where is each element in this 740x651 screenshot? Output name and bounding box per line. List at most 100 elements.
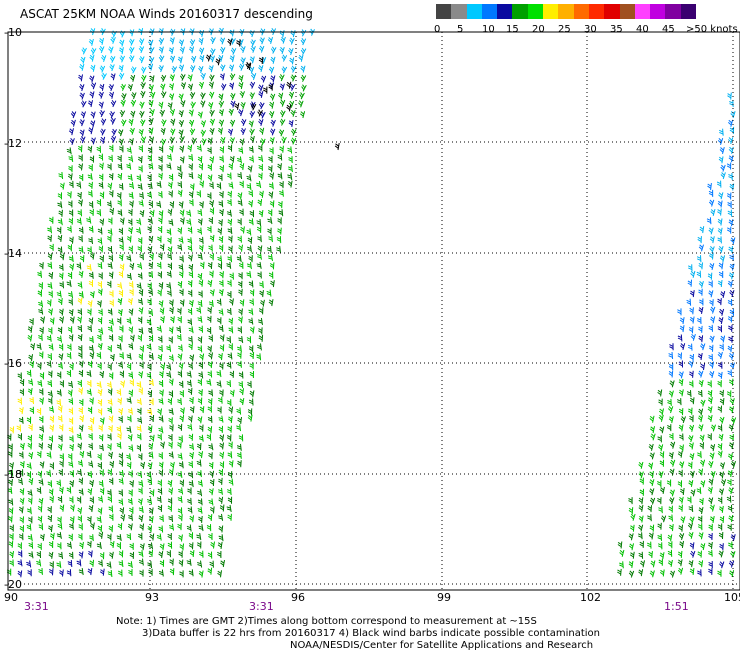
wind-barb <box>729 433 734 442</box>
wind-barb <box>178 39 185 47</box>
wind-barb <box>137 245 142 253</box>
wind-barb <box>148 353 154 361</box>
wind-barb <box>147 191 152 199</box>
wind-barb <box>87 516 92 524</box>
wind-barb <box>159 109 165 117</box>
colorbar-swatch <box>558 4 575 19</box>
wind-barb <box>168 336 173 344</box>
wind-barb <box>186 558 192 566</box>
wind-barb <box>9 462 14 470</box>
wind-barb <box>36 407 42 415</box>
wind-barb <box>128 38 135 46</box>
wind-barb <box>207 415 213 423</box>
wind-barb <box>157 235 162 243</box>
wind-barb <box>198 290 203 298</box>
wind-barb <box>188 532 193 540</box>
wind-barb <box>301 84 307 92</box>
wind-barb <box>149 75 155 83</box>
wind-barb <box>68 380 73 389</box>
wind-barb <box>128 46 135 54</box>
wind-barb <box>218 534 224 542</box>
wind-barb <box>99 371 104 379</box>
wind-barb <box>200 92 206 100</box>
wind-barb <box>79 415 84 423</box>
wind-barb <box>99 417 105 425</box>
wind-barb <box>108 271 114 279</box>
wind-barb <box>246 182 252 191</box>
wind-barb <box>77 297 83 305</box>
wind-barb <box>281 54 288 62</box>
wind-barb <box>178 93 184 101</box>
wind-barb <box>188 335 193 344</box>
wind-barb <box>90 47 97 55</box>
wind-barb <box>717 138 724 145</box>
wind-barb <box>168 514 173 523</box>
wind-barb <box>300 65 306 73</box>
wind-barb <box>78 568 84 576</box>
wind-barb <box>148 200 153 208</box>
colorbar-swatch <box>588 4 605 19</box>
wind-barb <box>727 345 733 353</box>
wind-barb <box>158 469 164 477</box>
wind-barb <box>169 558 174 566</box>
wind-barb <box>157 487 163 495</box>
wind-barb <box>49 216 54 224</box>
wind-barb <box>58 171 64 180</box>
wind-barb <box>140 66 147 74</box>
wind-barb <box>89 559 94 567</box>
wind-barb <box>200 100 206 108</box>
wind-barb <box>76 262 82 270</box>
wind-barb <box>128 218 133 226</box>
wind-barb <box>117 154 122 163</box>
wind-barb <box>209 181 214 189</box>
wind-barb <box>246 270 252 278</box>
wind-barb <box>30 343 35 351</box>
wind-barb <box>290 109 296 117</box>
wind-barb <box>138 128 144 137</box>
wind-barb <box>226 361 232 369</box>
wind-barb <box>178 236 184 244</box>
wind-barb <box>88 201 94 209</box>
wind-barb <box>37 515 43 523</box>
wind-barb <box>17 550 23 558</box>
wind-barb <box>707 396 713 404</box>
wind-barb <box>678 389 684 397</box>
wind-barb <box>28 516 33 524</box>
wind-barb <box>688 505 694 513</box>
wind-barb <box>148 39 154 47</box>
wind-barb <box>238 308 243 316</box>
wind-barb <box>179 217 185 225</box>
wind-barb <box>287 180 293 188</box>
wind-barb <box>227 172 232 180</box>
wind-barb <box>289 57 295 65</box>
wind-barb <box>107 325 113 333</box>
wind-barb <box>619 549 625 557</box>
wind-barb <box>717 450 723 458</box>
wind-barb <box>77 334 83 342</box>
wind-barb <box>697 236 702 244</box>
wind-barb <box>248 120 254 128</box>
wind-barb <box>207 306 212 314</box>
wind-barb <box>27 442 33 450</box>
wind-barb <box>207 370 213 378</box>
wind-barb <box>156 180 162 188</box>
wind-barb <box>99 162 104 170</box>
wind-barb <box>669 343 674 351</box>
wind-barb <box>208 334 213 342</box>
wind-barb <box>218 308 224 316</box>
wind-barb <box>157 504 163 512</box>
wind-barb <box>126 426 132 434</box>
wind-barb <box>96 542 102 550</box>
wind-barb <box>147 217 153 225</box>
wind-barb <box>687 264 693 272</box>
wind-barb <box>128 308 134 316</box>
wind-barb <box>247 245 252 253</box>
wind-barb <box>717 371 723 379</box>
wind-barb <box>98 559 103 567</box>
wind-barb <box>717 325 722 333</box>
wind-barb <box>279 189 284 197</box>
wind-barb <box>649 415 655 423</box>
wind-barb <box>118 47 124 55</box>
wind-barb <box>729 362 735 370</box>
wind-barb <box>119 352 124 360</box>
